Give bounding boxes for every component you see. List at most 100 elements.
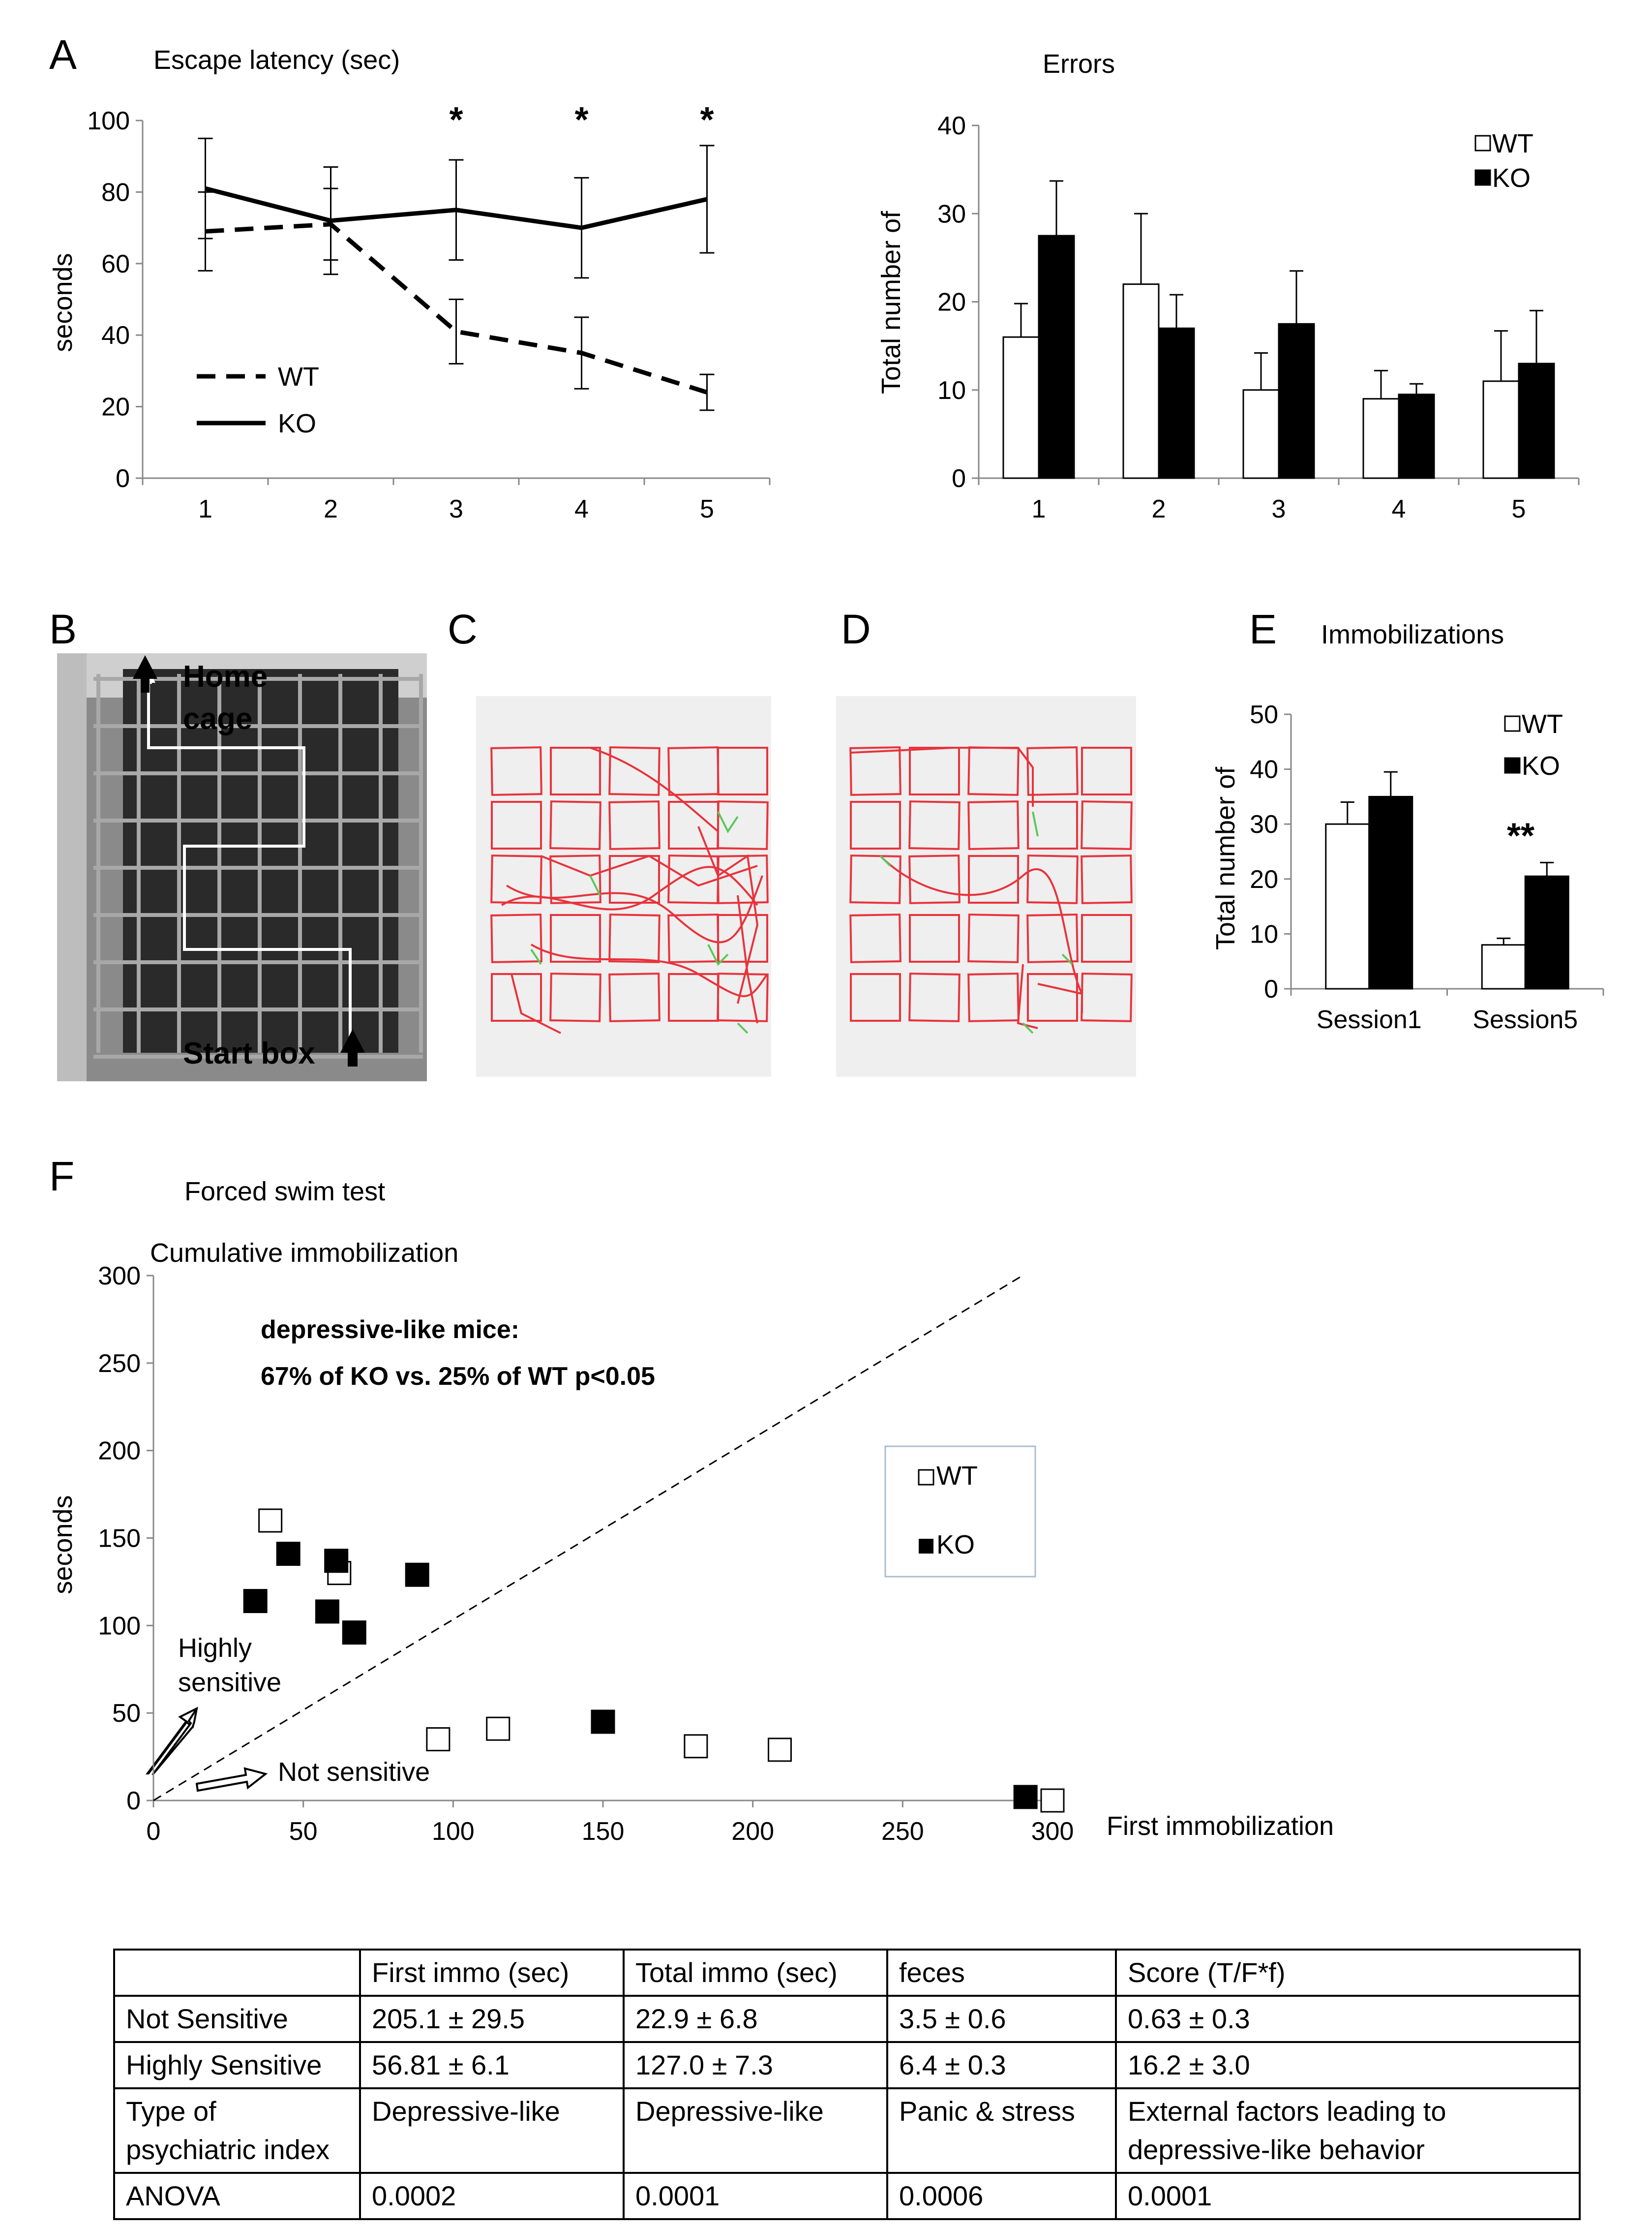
maze-cell bbox=[967, 800, 1020, 850]
scatter-point-wt bbox=[1040, 1788, 1065, 1813]
maze-cell bbox=[490, 746, 542, 796]
maze-cell bbox=[608, 973, 661, 1022]
legend-ko-label: KO bbox=[1522, 751, 1560, 781]
y-tick-label: 50 bbox=[112, 1699, 141, 1728]
y-tick-label: 40 bbox=[937, 112, 966, 140]
x-tick-label: 5 bbox=[700, 495, 714, 523]
panel-letter-b: B bbox=[49, 606, 77, 652]
scatter-point-ko bbox=[324, 1549, 349, 1573]
table-cell: 56.81 ± 6.1 bbox=[359, 2041, 625, 2089]
home-cage-label: Home bbox=[183, 660, 268, 694]
scatter-point-ko bbox=[243, 1589, 268, 1614]
significance-star: ** bbox=[1507, 816, 1534, 855]
table-row: ANOVA 0.0002 0.0001 0.0006 0.0001 bbox=[113, 2172, 1581, 2220]
x-tick-label: 1 bbox=[198, 495, 212, 523]
legend-ko-label: KO bbox=[936, 1530, 975, 1559]
legend-ko-swatch bbox=[1474, 169, 1491, 186]
y-tick-label: 0 bbox=[126, 1787, 141, 1815]
scatter-point-ko bbox=[342, 1620, 366, 1645]
highly-sensitive-label-2: sensitive bbox=[178, 1668, 281, 1697]
y-tick-label: 0 bbox=[1264, 975, 1278, 1004]
table-cell: 16.2 ± 3.0 bbox=[1115, 2041, 1581, 2089]
maze-cell bbox=[717, 914, 768, 963]
table-row: Type of psychiatric index Depressive-lik… bbox=[113, 2087, 1581, 2174]
x-tick-label: 300 bbox=[1031, 1817, 1074, 1846]
table-cell: External factors leading to depressive-l… bbox=[1115, 2087, 1581, 2174]
legend-wt-label: WT bbox=[278, 362, 319, 392]
maze-cell bbox=[908, 854, 961, 904]
y-tick-label: 40 bbox=[1250, 756, 1278, 784]
maze-cell bbox=[1026, 914, 1079, 963]
errors-chart: Errors Total number of 0 10 20 30 40 1 2 3 4 5 WT… bbox=[876, 49, 1580, 523]
y-tick-label: 200 bbox=[98, 1437, 141, 1465]
depressive-annotation-2: 67% of KO vs. 25% of WT p<0.05 bbox=[261, 1362, 655, 1391]
x-tick-label: 0 bbox=[147, 1817, 161, 1846]
not-sensitive-label: Not sensitive bbox=[278, 1757, 430, 1787]
legend-wt-swatch bbox=[1504, 715, 1521, 732]
maze-cell bbox=[849, 746, 901, 796]
scatter-point-wt bbox=[486, 1716, 511, 1741]
highly-sensitive-label: Highly bbox=[178, 1633, 252, 1663]
bar-ko bbox=[1398, 394, 1435, 479]
arrow-diagonal-icon bbox=[146, 1707, 198, 1776]
home-cage-label-2: cage bbox=[183, 702, 252, 736]
maze-cell bbox=[609, 855, 660, 904]
diagonal-reference-line bbox=[153, 1275, 1023, 1801]
bar-wt bbox=[1481, 944, 1526, 990]
arrow-up-icon bbox=[133, 655, 157, 679]
table-cell: Type of psychiatric index bbox=[113, 2087, 361, 2174]
maze-cell bbox=[849, 854, 901, 904]
bar-wt bbox=[1122, 283, 1160, 479]
scatter-point-wt bbox=[768, 1738, 792, 1762]
maze-cell bbox=[850, 973, 901, 1022]
x-tick-label: 150 bbox=[582, 1817, 625, 1846]
legend-box: WT KO bbox=[884, 1445, 1036, 1578]
table-cell: 22.9 ± 6.8 bbox=[623, 1995, 888, 2043]
maze-cell bbox=[1027, 801, 1078, 850]
depressive-annotation: depressive-like mice: bbox=[261, 1315, 519, 1344]
table-cell bbox=[113, 1949, 361, 1997]
x-tick-label: 2 bbox=[1152, 495, 1166, 523]
x-tick-label: 50 bbox=[289, 1817, 318, 1846]
tracking-d: D bbox=[836, 606, 1136, 1077]
errors-title: Errors bbox=[1043, 49, 1115, 79]
tracking-c: C bbox=[448, 606, 771, 1077]
y-tick-label: 40 bbox=[101, 321, 130, 350]
latency-chart: A Escape latency (sec) seconds 0 20 40 60 80… bbox=[48, 31, 771, 523]
x-tick-label: 1 bbox=[1032, 495, 1046, 523]
y-tick-label: 60 bbox=[101, 250, 130, 278]
legend-wt-swatch bbox=[918, 1469, 934, 1486]
maze-cell bbox=[849, 914, 901, 963]
immobilization-title: Immobilizations bbox=[1321, 620, 1504, 649]
table-cell: ANOVA bbox=[113, 2172, 361, 2220]
y-tick-label: 10 bbox=[1250, 920, 1278, 948]
y-tick-label: 300 bbox=[98, 1262, 141, 1290]
table-cell: Highly Sensitive bbox=[113, 2041, 361, 2089]
maze-cell bbox=[490, 854, 542, 904]
start-box-label: Start box bbox=[183, 1037, 315, 1070]
table-cell: 0.0002 bbox=[359, 2172, 625, 2220]
table-cell: 0.0001 bbox=[623, 2172, 888, 2220]
bar-ko bbox=[1524, 875, 1569, 990]
forced-swim-subtitle: Cumulative immobilization bbox=[150, 1238, 458, 1268]
scatter-point-ko bbox=[405, 1562, 429, 1587]
y-tick-label: 150 bbox=[98, 1525, 141, 1553]
bar-ko bbox=[1038, 235, 1075, 479]
scatter-point-ko bbox=[315, 1599, 339, 1624]
legend-wt-label: WT bbox=[1492, 129, 1533, 158]
x-tick-label: 4 bbox=[1392, 495, 1406, 523]
table-cell: Depressive-like bbox=[359, 2087, 625, 2174]
arrow-up-icon bbox=[340, 1029, 365, 1053]
maze-cell bbox=[908, 800, 961, 850]
table-cell: 0.0006 bbox=[886, 2172, 1117, 2220]
y-tick-label: 20 bbox=[1250, 865, 1278, 894]
maze-cell bbox=[717, 973, 769, 1022]
bar-ko bbox=[1518, 363, 1555, 479]
table-cell: 3.5 ± 0.6 bbox=[886, 1995, 1117, 2043]
table-cell: 6.4 ± 0.3 bbox=[886, 2041, 1117, 2089]
maze-cell bbox=[549, 973, 601, 1022]
maze-cell bbox=[490, 914, 542, 963]
y-tick-label: 10 bbox=[937, 376, 966, 405]
y-tick-label: 20 bbox=[101, 393, 130, 422]
maze-cell bbox=[717, 800, 769, 850]
